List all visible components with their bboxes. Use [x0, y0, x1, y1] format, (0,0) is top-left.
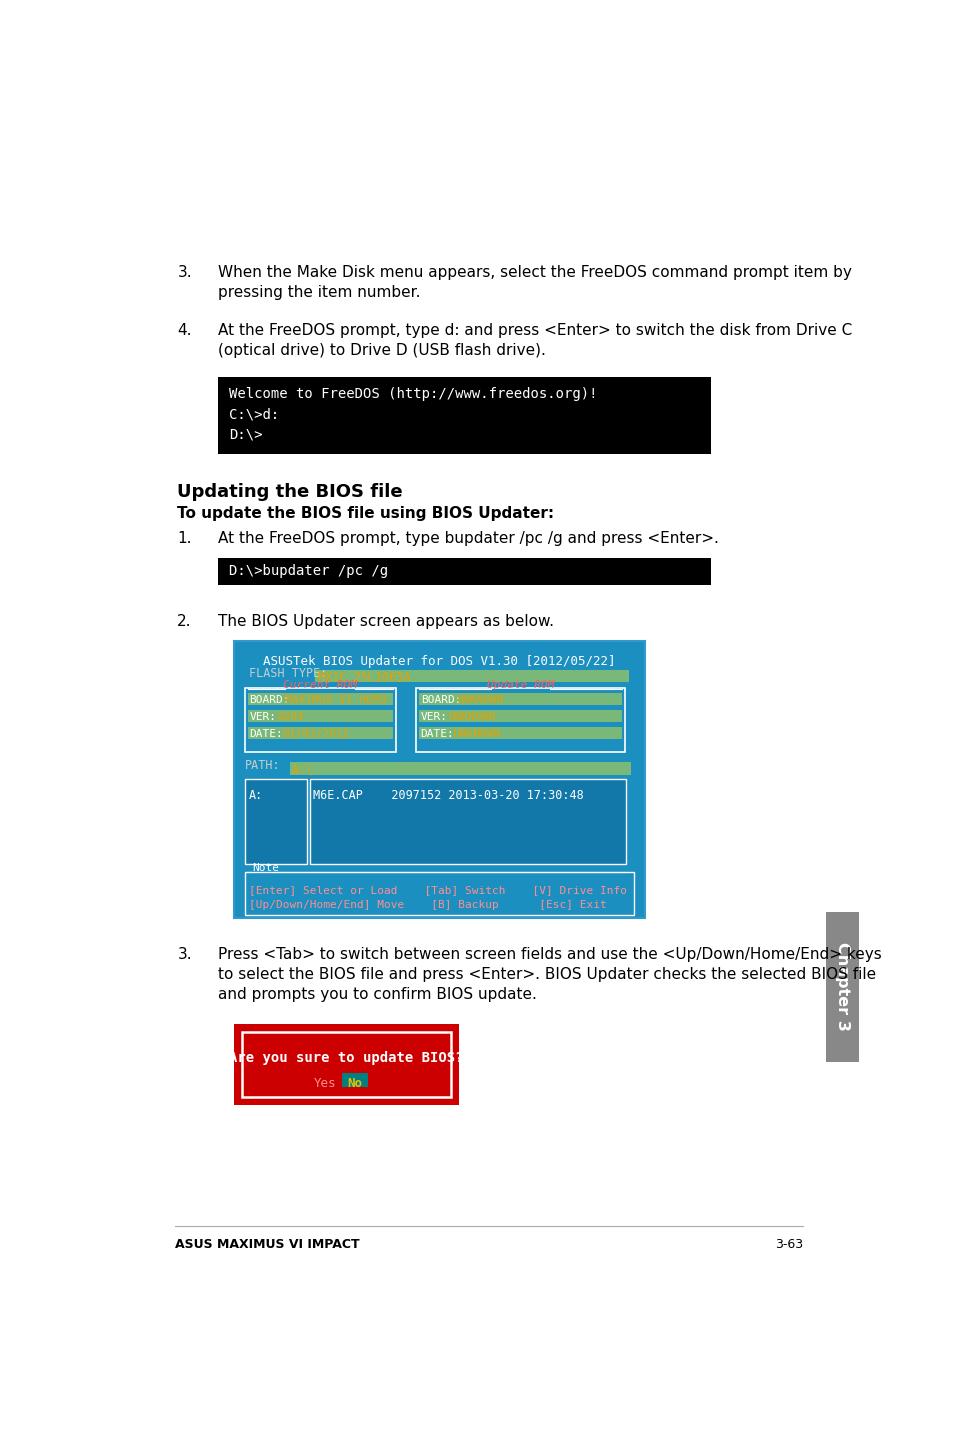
Text: The BIOS Updater screen appears as below.: The BIOS Updater screen appears as below…	[218, 614, 554, 628]
Bar	[418, 728, 621, 739]
Bar	[825, 912, 858, 1061]
Bar	[245, 689, 395, 752]
Text: At the FreeDOS prompt, type bupdater /pc /g and press <Enter>.: At the FreeDOS prompt, type bupdater /pc…	[218, 531, 719, 545]
Text: When the Make Disk menu appears, select the FreeDOS command prompt item by
press: When the Make Disk menu appears, select …	[218, 265, 851, 299]
Text: Chapter 3: Chapter 3	[834, 942, 849, 1031]
Text: Note: Note	[253, 863, 279, 873]
Text: Welcome to FreeDOS (http://www.freedos.org)!: Welcome to FreeDOS (http://www.freedos.o…	[229, 387, 598, 401]
Bar	[218, 377, 710, 453]
Text: UNKNOWN: UNKNOWN	[448, 712, 496, 722]
Text: D:\>: D:\>	[229, 427, 262, 441]
Bar	[248, 728, 393, 739]
Text: No: No	[347, 1077, 362, 1090]
Text: At the FreeDOS prompt, type d: and press <Enter> to switch the disk from Drive C: At the FreeDOS prompt, type d: and press…	[218, 322, 852, 358]
Text: BOARD:: BOARD:	[249, 696, 290, 706]
Text: Yes: Yes	[313, 1077, 335, 1090]
Text: Updating the BIOS file: Updating the BIOS file	[177, 483, 402, 500]
Text: Current ROM: Current ROM	[283, 680, 357, 690]
Bar	[218, 558, 710, 584]
Text: [Up/Down/Home/End] Move    [B] Backup      [Esc] Exit: [Up/Down/Home/End] Move [B] Backup [Esc]…	[249, 900, 606, 910]
Text: ASUS MAXIMUS VI IMPACT: ASUS MAXIMUS VI IMPACT	[174, 1238, 359, 1251]
Bar	[245, 779, 307, 864]
Text: C:\>d:: C:\>d:	[229, 407, 279, 421]
Bar	[241, 1032, 451, 1097]
Text: DATE:: DATE:	[249, 729, 283, 739]
Text: 3.: 3.	[177, 265, 192, 280]
Text: UNKNOWN: UNKNOWN	[453, 729, 500, 739]
Text: 4.: 4.	[177, 322, 192, 338]
Bar	[233, 641, 644, 917]
Bar	[418, 710, 621, 722]
Text: 01/01/2012: 01/01/2012	[282, 729, 349, 739]
Text: VER:: VER:	[249, 712, 276, 722]
Text: [Enter] Select or Load    [Tab] Switch    [V] Drive Info: [Enter] Select or Load [Tab] Switch [V] …	[249, 886, 627, 896]
Text: Are you sure to update BIOS?: Are you sure to update BIOS?	[229, 1051, 463, 1066]
Bar	[315, 670, 629, 682]
Text: 2.: 2.	[177, 614, 192, 628]
Text: PATH:: PATH:	[245, 759, 280, 772]
Text: To update the BIOS file using BIOS Updater:: To update the BIOS file using BIOS Updat…	[177, 506, 554, 521]
Bar	[310, 779, 625, 864]
Text: M6E.CAP    2097152 2013-03-20 17:30:48: M6E.CAP 2097152 2013-03-20 17:30:48	[313, 788, 583, 801]
Text: 1.: 1.	[177, 531, 192, 545]
Text: FLASH TYPE:: FLASH TYPE:	[249, 667, 328, 680]
Text: Press <Tab> to switch between screen fields and use the <Up/Down/Home/End> keys
: Press <Tab> to switch between screen fie…	[218, 948, 882, 1002]
Bar	[248, 710, 393, 722]
Text: 3.: 3.	[177, 948, 192, 962]
Bar	[245, 871, 633, 915]
Text: A:\: A:\	[292, 764, 314, 777]
Text: ASUSTek BIOS Updater for DOS V1.30 [2012/05/22]: ASUSTek BIOS Updater for DOS V1.30 [2012…	[263, 654, 615, 667]
Bar	[248, 693, 393, 706]
Text: MX1C 25L1065A: MX1C 25L1065A	[317, 670, 410, 683]
Bar	[341, 1073, 368, 1087]
Text: 3-63: 3-63	[774, 1238, 802, 1251]
Text: DATE:: DATE:	[420, 729, 454, 739]
Text: A:: A:	[249, 788, 263, 801]
Bar	[290, 762, 630, 775]
Bar	[233, 1024, 458, 1104]
Text: MAXIMUS VI HERO: MAXIMUS VI HERO	[285, 696, 386, 706]
Bar	[418, 693, 621, 706]
Text: 0204: 0204	[277, 712, 304, 722]
Text: UNKNOWN: UNKNOWN	[456, 696, 503, 706]
Bar	[416, 689, 624, 752]
Text: Update ROM: Update ROM	[486, 680, 554, 690]
Text: D:\>bupdater /pc /g: D:\>bupdater /pc /g	[229, 565, 388, 578]
Text: BOARD:: BOARD:	[420, 696, 460, 706]
Text: VER:: VER:	[420, 712, 447, 722]
